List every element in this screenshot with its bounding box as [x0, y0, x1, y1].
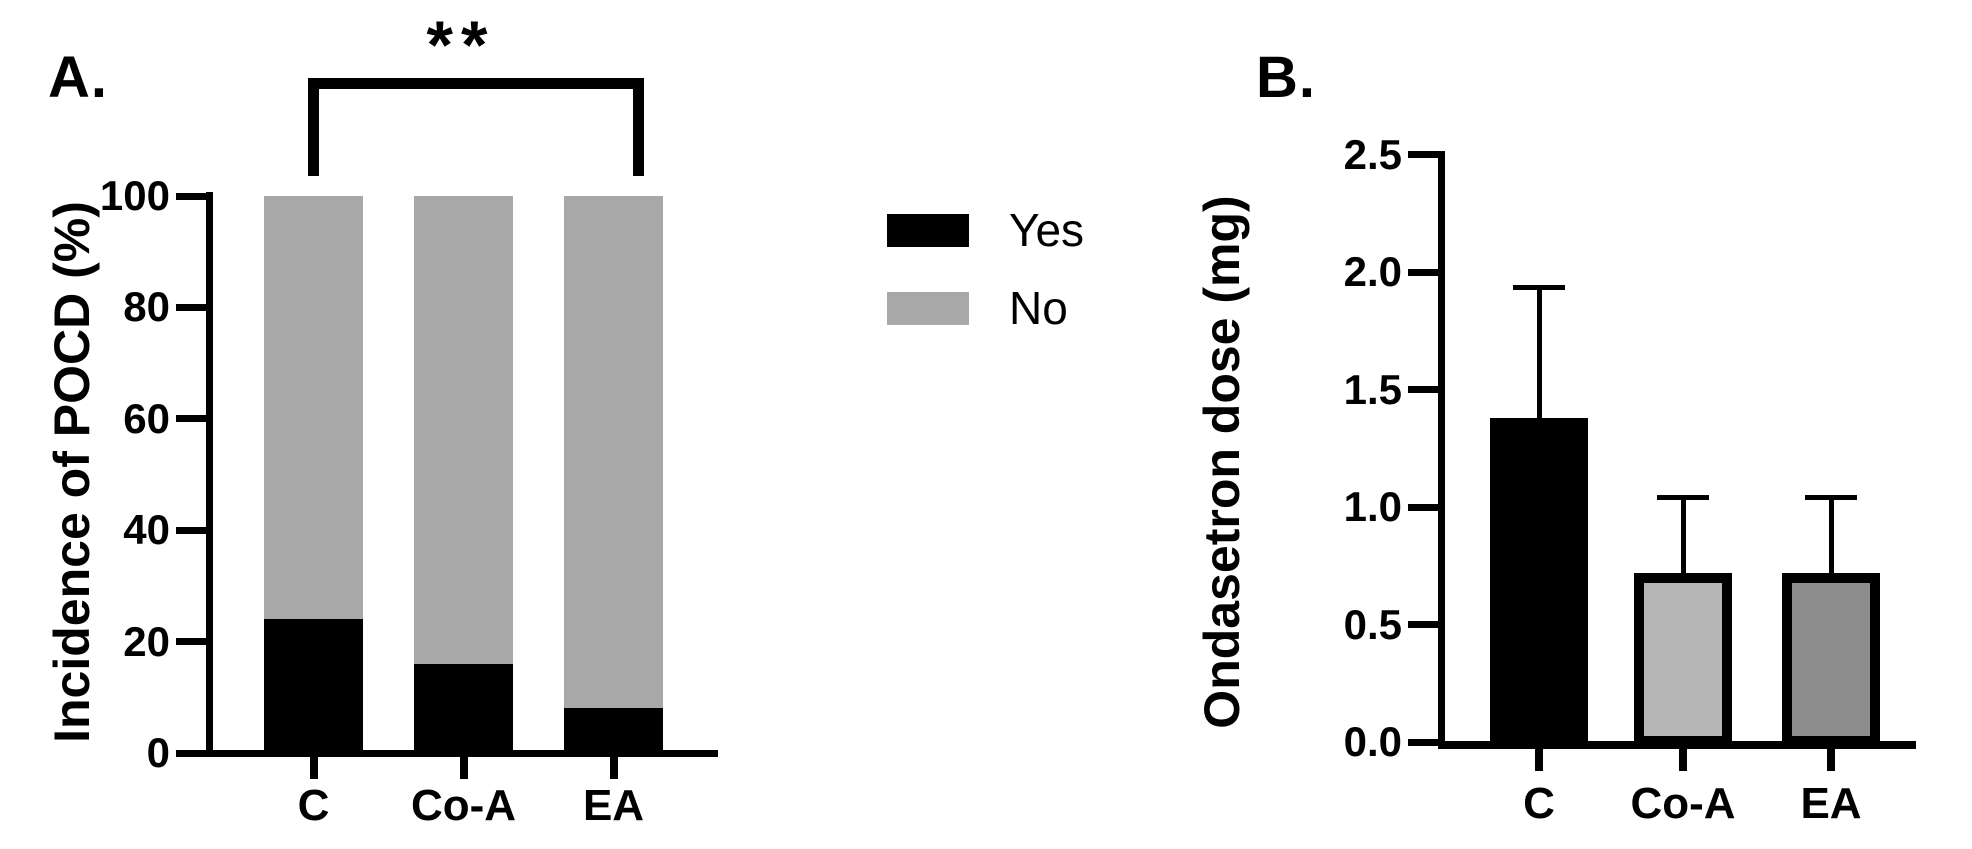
errorbar-EA-line	[1828, 498, 1834, 577]
panel-b-category-label-Co-A: Co-A	[1630, 779, 1736, 828]
panel-b-y-axis-title: Ondasetron dose (mg)	[1194, 195, 1250, 729]
bar-b-C	[1490, 418, 1588, 746]
panel-b-ytick-label-0.5: 0.5	[1343, 600, 1402, 648]
legend-yes-label: Yes	[1009, 204, 1085, 256]
panel-a-ytick-0	[176, 749, 206, 757]
panel-a-category-label-C: C	[297, 781, 330, 830]
panel-a-xtick-C	[309, 757, 318, 779]
bar-a-EA-yes	[564, 708, 663, 753]
panel-b-xtick-Co-A	[1679, 749, 1687, 771]
errorbar-EA-cap	[1805, 495, 1857, 500]
bar-a-C-yes	[264, 619, 363, 753]
panel-a-ytick-60	[176, 415, 206, 423]
panel-a-ytick-label-40: 40	[123, 506, 170, 554]
legend-no-swatch	[887, 291, 969, 325]
bar-a-EA-no	[564, 196, 663, 709]
panel-a-category-label-Co-A: Co-A	[410, 781, 517, 830]
panel-b-ytick-1.0	[1408, 503, 1438, 511]
panel-a-y-axis-title: Incidence of POCD (%)	[44, 201, 100, 743]
panel-b-category-label-C: C	[1523, 779, 1555, 828]
panel-b-x-axis	[1438, 741, 1916, 749]
errorbar-C-cap	[1513, 285, 1565, 290]
panel-a-ytick-label-20: 20	[123, 617, 170, 665]
panel-b-xtick-C	[1535, 749, 1543, 771]
panel-b-ytick-0.0	[1408, 738, 1438, 746]
panel-a-label: A.	[48, 45, 108, 110]
panel-a-ytick-label-80: 80	[123, 283, 170, 331]
panel-a-ytick-label-100: 100	[99, 172, 170, 219]
panel-a-xtick-Co-A	[459, 757, 468, 779]
panel-b-y-axis	[1438, 151, 1445, 749]
bar-a-C-no	[264, 196, 363, 620]
panel-a-ytick-40	[176, 526, 206, 534]
bar-a-Co-A-yes	[414, 663, 513, 753]
bar-b-Co-A	[1634, 573, 1732, 746]
legend-item-yes: Yes	[887, 206, 1084, 254]
bar-b-EA	[1782, 573, 1880, 746]
panel-a-category-label-EA: EA	[582, 781, 645, 830]
significance-bracket	[308, 78, 644, 176]
panel-b-label: B.	[1256, 45, 1316, 110]
errorbar-Co-A-line	[1680, 498, 1686, 577]
panel-b-ytick-1.5	[1408, 386, 1438, 393]
panel-a-ytick-80	[176, 303, 206, 311]
panel-b-ytick-label-1.0: 1.0	[1343, 483, 1402, 530]
panel-b-xtick-EA	[1827, 749, 1835, 771]
panel-a-ytick-20	[176, 638, 206, 646]
panel-a-ytick-100	[176, 192, 206, 200]
panel-b-ytick-label-2.0: 2.0	[1343, 248, 1402, 295]
significance-stars: **	[426, 7, 496, 83]
panel-a-ytick-label-0: 0	[146, 729, 170, 776]
errorbar-C-line	[1536, 288, 1542, 422]
legend-no-label: No	[1009, 282, 1068, 334]
panel-a-xtick-EA	[609, 757, 618, 779]
legend-yes-swatch	[887, 213, 969, 247]
panel-b-ytick-label-2.5: 2.5	[1343, 130, 1402, 178]
panel-a-x-axis	[206, 750, 718, 757]
panel-b-category-label-EA: EA	[1800, 779, 1862, 828]
errorbar-Co-A-cap	[1657, 495, 1709, 500]
panel-b-ytick-2.5	[1408, 151, 1438, 158]
legend-item-no: No	[887, 284, 1068, 332]
panel-b-ytick-2.0	[1408, 268, 1438, 276]
panel-a-y-axis	[206, 192, 213, 757]
panel-b-ytick-0.5	[1408, 621, 1438, 628]
panel-b-ytick-label-0.0: 0.0	[1343, 718, 1402, 765]
panel-b-ytick-label-1.5: 1.5	[1343, 365, 1402, 413]
bar-a-Co-A-no	[414, 196, 513, 664]
panel-a-ytick-label-60: 60	[123, 394, 170, 442]
